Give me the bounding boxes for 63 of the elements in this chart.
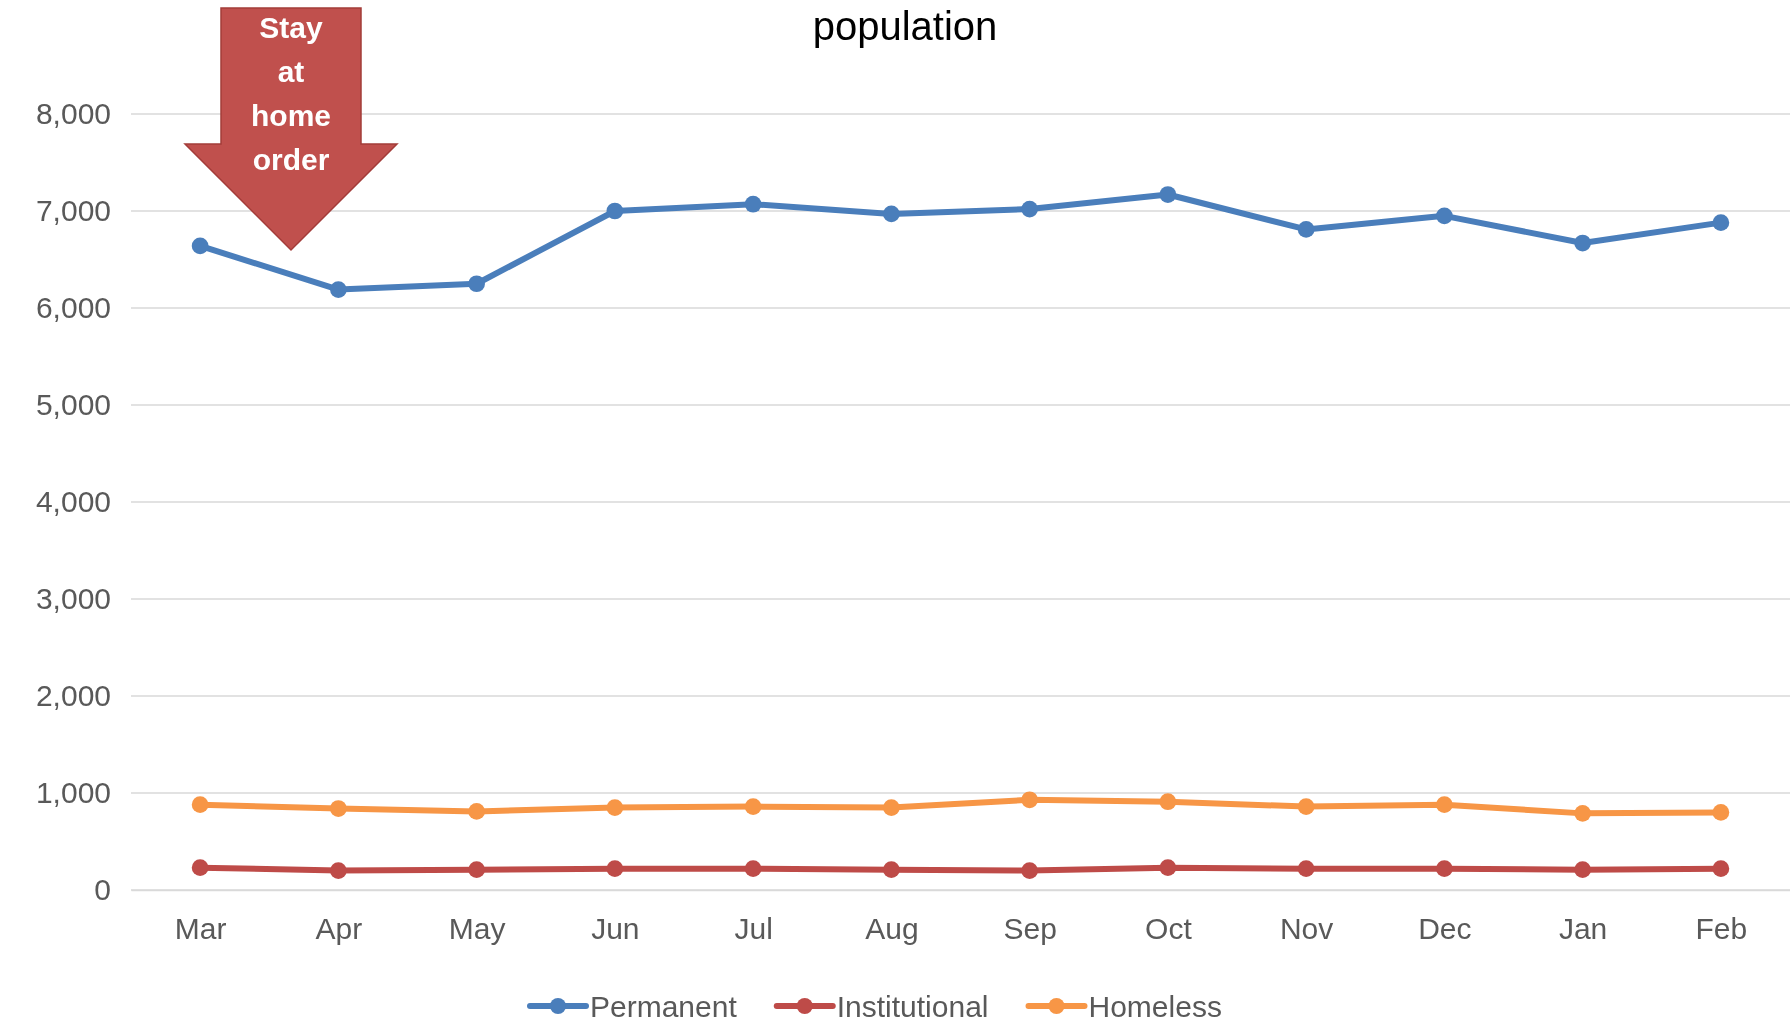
x-tick-label: Apr [315,912,363,946]
point [1436,796,1453,813]
x-tick-label: Feb [1695,912,1748,946]
y-tick-label: 0 [94,873,111,907]
legend-label: Homeless [1088,990,1222,1022]
point [1574,805,1591,822]
point [606,202,624,220]
point [1436,860,1453,878]
arrow-callout: Stay at home order [183,7,399,252]
y-tick-label: 6,000 [35,291,111,325]
annotation: Stay at home order [250,11,332,176]
x-tick-label: Jan [1558,912,1608,946]
x-tick-label: Mar [174,912,227,946]
point [883,861,900,878]
x-tick-label: Dec [1418,912,1472,946]
point [1712,804,1730,821]
point [883,205,900,223]
x-tick-label: May [448,912,506,946]
x-tick-label: Sep [1003,912,1057,946]
chart-title: population [812,4,998,48]
x-tick-label: Jun [591,912,640,946]
point [606,799,624,816]
x-tick-label: Jul [734,912,773,946]
point [1712,214,1730,231]
point [468,275,485,293]
point [1574,234,1591,252]
point [1021,791,1038,809]
point [330,800,347,817]
point [744,798,762,815]
point [191,237,209,255]
point [744,195,762,213]
y-tick-label: 2,000 [35,679,111,713]
point [883,799,900,816]
point [1021,200,1038,218]
x-tick-label: Nov [1279,912,1334,946]
y-tick-label: 7,000 [35,194,111,228]
y-tick-label: 3,000 [35,582,111,616]
point [744,860,762,878]
point [330,862,347,879]
x-tick-label: Aug [865,912,919,946]
legend-label: Institutional [836,990,989,1022]
point [1712,860,1730,878]
point [1159,793,1177,811]
point [1297,798,1315,815]
y-tick-label: 1,000 [35,776,111,810]
point [330,281,347,298]
point [468,803,485,820]
point [606,860,624,878]
x-tick-label: Oct [1145,912,1193,946]
point [1297,221,1315,238]
point [1159,186,1177,203]
point [191,796,209,813]
point [1297,860,1315,878]
y-tick-label: 4,000 [35,485,111,519]
point [1436,207,1453,225]
y-tick-label: 8,000 [35,97,111,131]
point [1021,862,1038,879]
point [468,861,485,878]
legend-label: Permanent [590,990,738,1022]
y-tick-label: 5,000 [35,388,111,422]
point [1574,861,1591,878]
point [1159,859,1177,877]
point [191,859,209,877]
